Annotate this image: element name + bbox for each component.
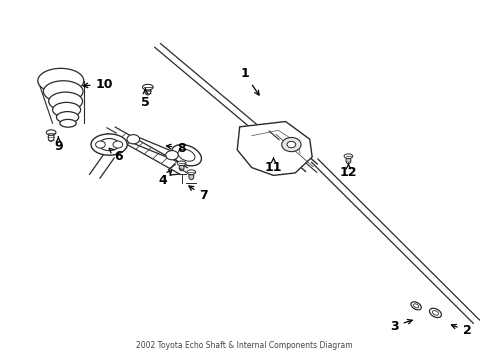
- Text: 7: 7: [188, 186, 207, 202]
- Ellipse shape: [91, 134, 127, 155]
- Ellipse shape: [43, 81, 83, 102]
- Ellipse shape: [410, 302, 420, 310]
- Circle shape: [127, 135, 139, 144]
- Text: 11: 11: [264, 158, 282, 174]
- Text: 8: 8: [166, 141, 185, 154]
- Text: 5: 5: [141, 89, 149, 108]
- Text: 6: 6: [109, 148, 123, 163]
- Text: 2: 2: [450, 324, 470, 337]
- Ellipse shape: [344, 154, 352, 158]
- Text: 10: 10: [83, 78, 113, 91]
- Ellipse shape: [413, 304, 418, 308]
- Ellipse shape: [179, 165, 183, 171]
- Ellipse shape: [53, 102, 81, 117]
- Ellipse shape: [431, 311, 438, 315]
- Ellipse shape: [177, 161, 185, 166]
- Ellipse shape: [188, 173, 193, 180]
- Text: 12: 12: [339, 163, 356, 179]
- Circle shape: [165, 150, 178, 160]
- Ellipse shape: [46, 130, 56, 135]
- Circle shape: [113, 141, 122, 148]
- Text: 2002 Toyota Echo Shaft & Internal Components Diagram: 2002 Toyota Echo Shaft & Internal Compon…: [136, 341, 352, 350]
- Polygon shape: [237, 122, 311, 175]
- Circle shape: [286, 141, 295, 148]
- Circle shape: [95, 141, 105, 148]
- Ellipse shape: [48, 134, 54, 141]
- Text: 1: 1: [240, 67, 259, 95]
- Ellipse shape: [38, 68, 83, 93]
- Ellipse shape: [56, 112, 79, 123]
- Ellipse shape: [49, 92, 82, 111]
- Ellipse shape: [178, 149, 195, 161]
- Ellipse shape: [144, 88, 150, 95]
- Text: 9: 9: [54, 137, 62, 153]
- Circle shape: [281, 138, 301, 152]
- Ellipse shape: [99, 139, 119, 150]
- Ellipse shape: [428, 308, 441, 318]
- Ellipse shape: [346, 157, 350, 164]
- Ellipse shape: [186, 170, 195, 175]
- Ellipse shape: [142, 84, 153, 90]
- Ellipse shape: [171, 145, 201, 166]
- Text: 4: 4: [158, 170, 171, 186]
- Ellipse shape: [60, 120, 76, 127]
- Text: 3: 3: [389, 319, 411, 333]
